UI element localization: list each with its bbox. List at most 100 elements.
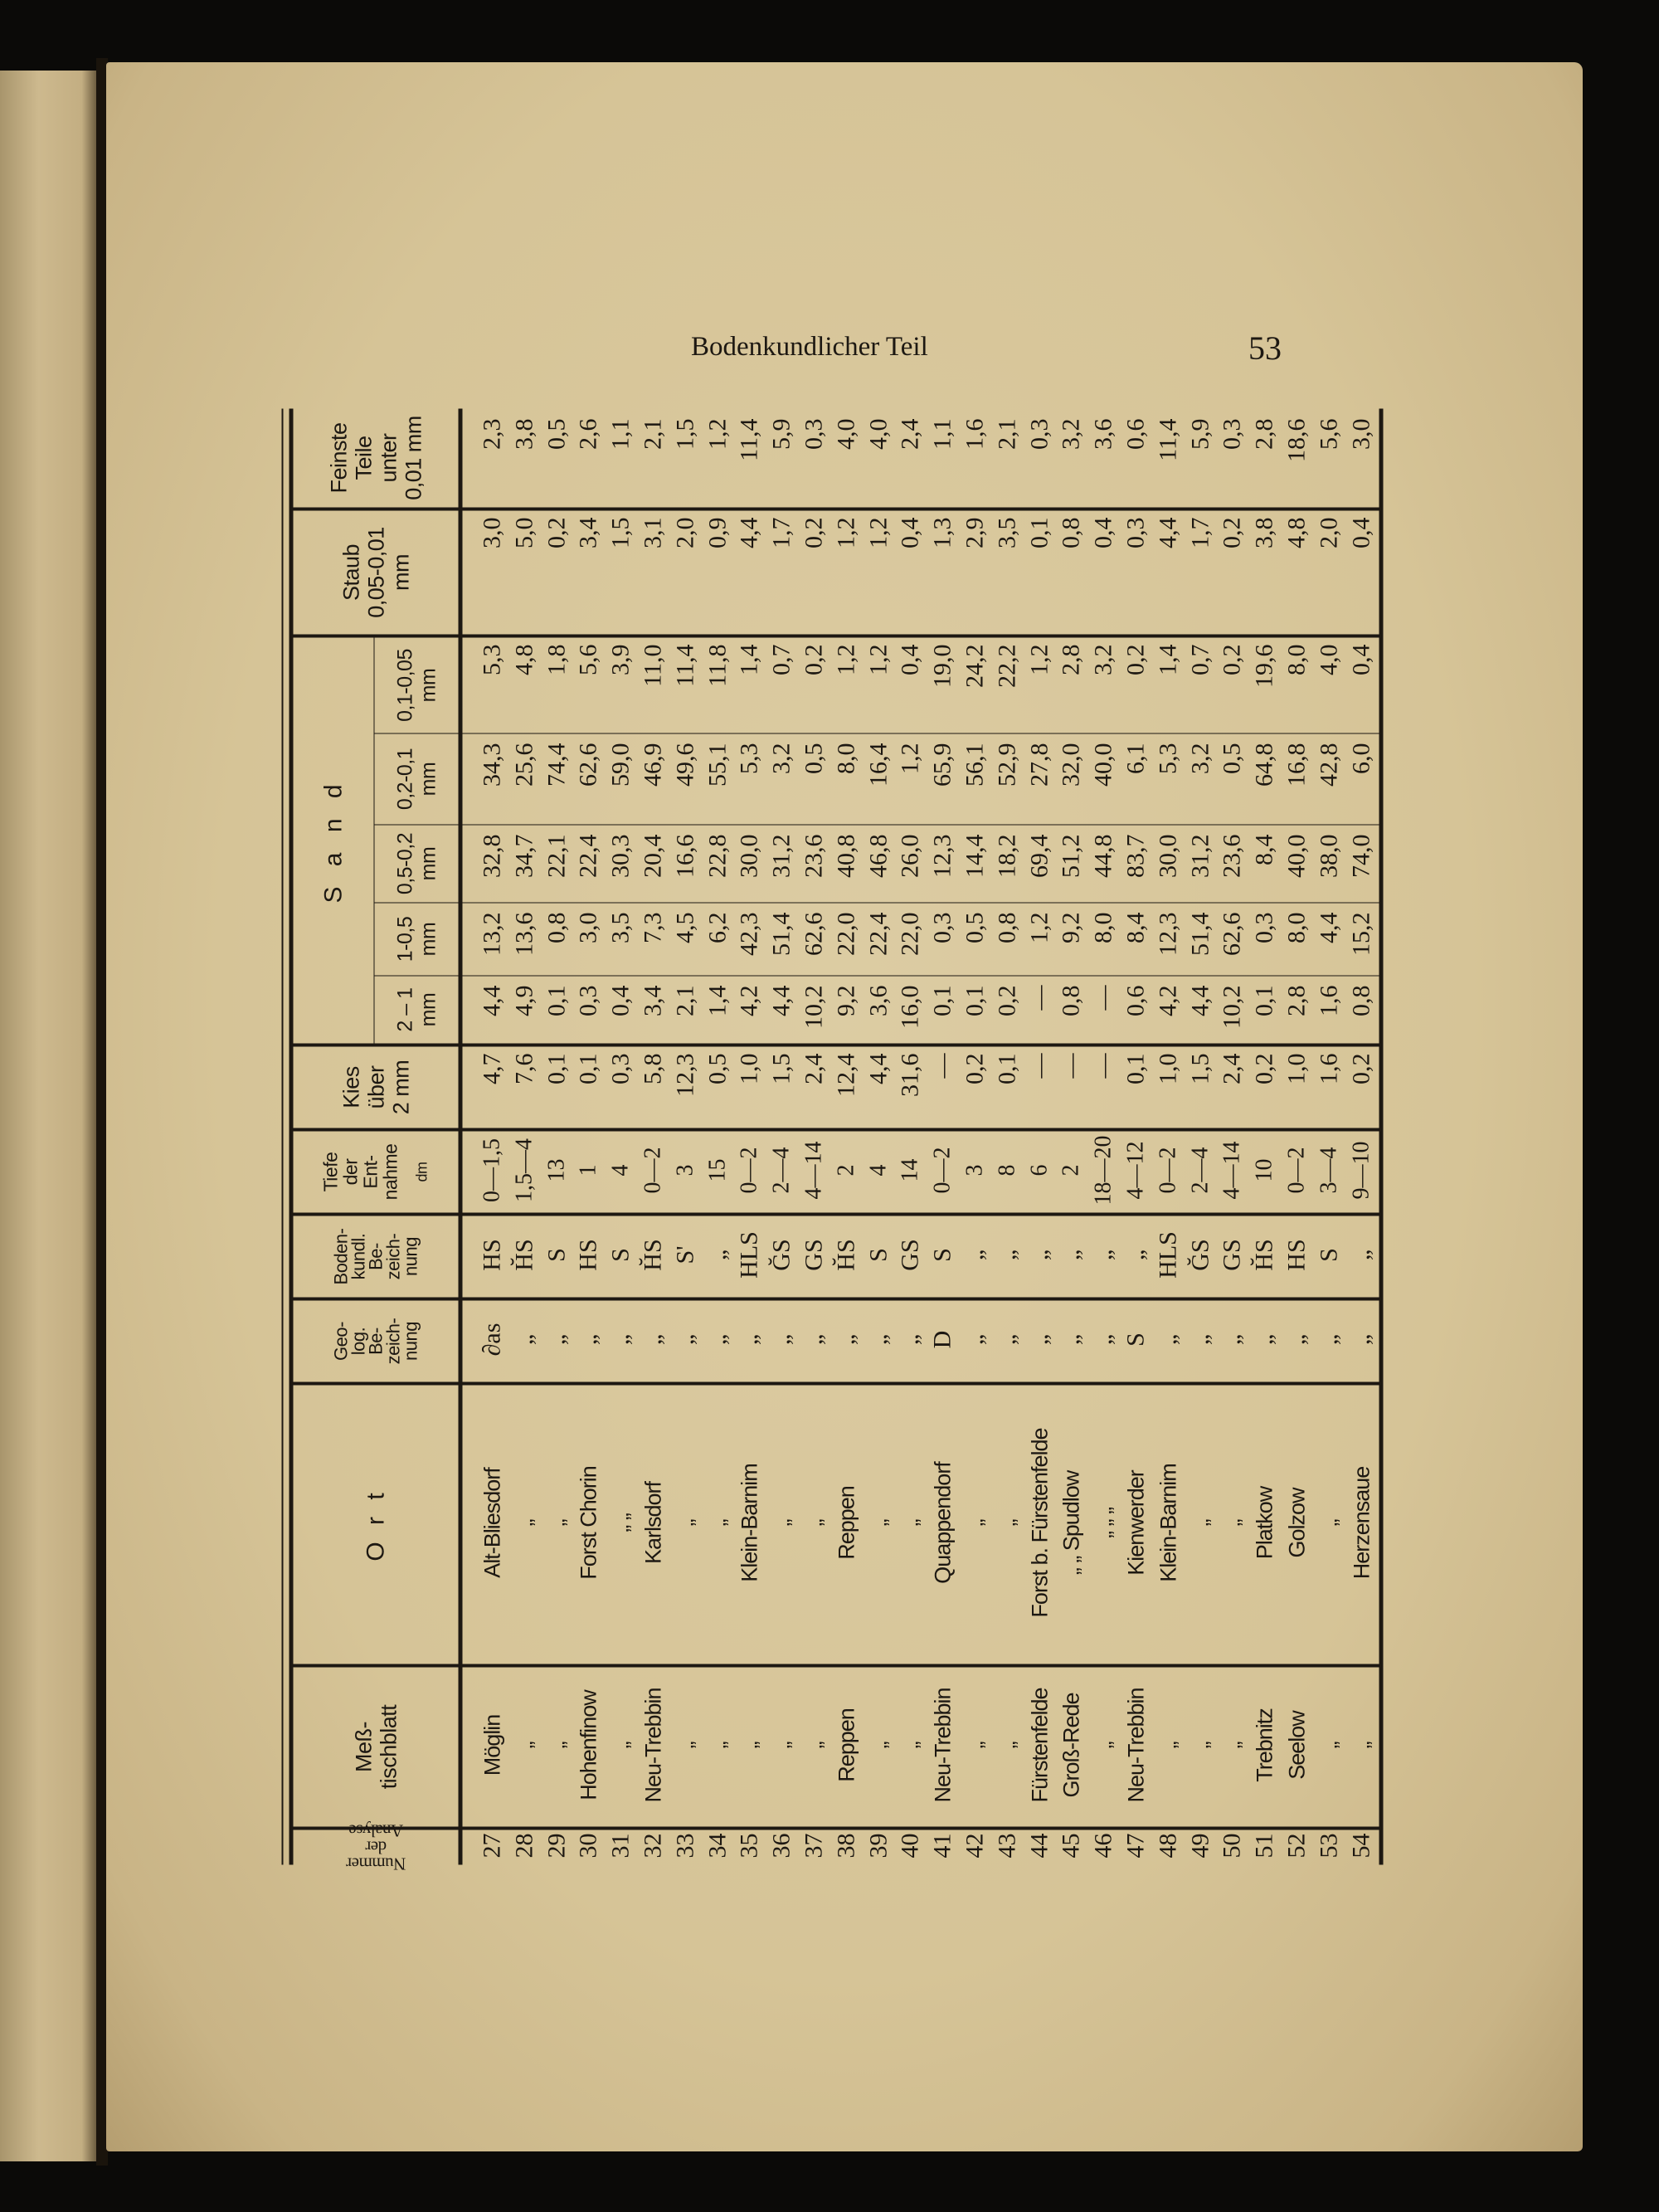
cell-kies: 2,4 xyxy=(800,1053,828,1085)
cell-bodenkundl-bezeichnung: S xyxy=(928,1248,956,1262)
cell-analysis-number: 33 xyxy=(671,1833,699,1859)
cell-kies: 12,3 xyxy=(671,1053,699,1098)
cell-feinste-teile: 1,6 xyxy=(961,418,989,451)
cell-kies: — xyxy=(928,1053,956,1079)
table-row: 35 „ Klein-Barnim „ HLS 0—2 1,0 4,2 42,3 30,0 5,3 1… xyxy=(734,409,766,1865)
cell-messtischblatt: Fürstenfelde xyxy=(1027,1688,1053,1803)
cell-sand-01-005: 1,4 xyxy=(735,644,763,676)
table-row: 31 „ „ „ „ S 4 0,3 0,4 3,5 30,3 59,0 3,9 1,5 1,1 xyxy=(606,409,638,1865)
cell-entnahme-tiefe: 2 xyxy=(833,1164,859,1177)
cell-sand-01-005: 4,0 xyxy=(1315,644,1343,676)
cell-entnahme-tiefe: 0—2 xyxy=(1283,1147,1310,1194)
cell-entnahme-tiefe: 1 xyxy=(575,1164,601,1177)
cell-analysis-number: 49 xyxy=(1186,1833,1214,1859)
cell-sand-1-05: 9,2 xyxy=(1057,912,1085,944)
cell-feinste-teile: 11,4 xyxy=(735,418,763,461)
cell-sand-2-1: 2,1 xyxy=(671,985,699,1017)
cell-sand-01-005: 0,2 xyxy=(800,644,828,676)
cell-bodenkundl-bezeichnung: S xyxy=(606,1248,635,1262)
cell-sand-02-01: 52,9 xyxy=(993,743,1021,787)
cell-bodenkundl-bezeichnung: „ xyxy=(1025,1249,1053,1261)
cell-analysis-number: 46 xyxy=(1089,1833,1117,1859)
cell-sand-05-02: 30,3 xyxy=(606,834,635,879)
cell-sand-01-005: 0,4 xyxy=(896,644,924,676)
cell-staub: 0,2 xyxy=(800,517,828,549)
soil-analysis-table: Nummer der Analyse Meß- tischblatt O r t… xyxy=(281,408,1384,1874)
cell-sand-1-05: 1,2 xyxy=(1025,912,1053,944)
cell-bodenkundl-bezeichnung: GS xyxy=(896,1239,924,1271)
header-kies: Kies über 2 mm xyxy=(293,1043,459,1128)
cell-staub: 0,4 xyxy=(1347,517,1375,549)
cell-bodenkundl-bezeichnung: HS xyxy=(478,1239,506,1271)
table-row: 47 Neu-Trebbin Kienwerder S „ 4—12 0,1 0,6 8,4 83… xyxy=(1120,409,1152,1865)
cell-sand-01-005: 0,4 xyxy=(1347,644,1375,676)
cell-entnahme-tiefe: 6 xyxy=(1026,1164,1053,1177)
cell-sand-02-01: 5,3 xyxy=(735,743,763,775)
left-page-edge xyxy=(0,71,96,2161)
cell-staub: 1,2 xyxy=(832,517,860,549)
cell-sand-05-02: 20,4 xyxy=(639,834,667,879)
cell-sand-1-05: 62,6 xyxy=(1218,912,1246,957)
cell-analysis-number: 45 xyxy=(1057,1833,1085,1859)
cell-messtischblatt: „ xyxy=(673,1742,698,1749)
page-number: 53 xyxy=(1248,329,1282,367)
cell-staub: 3,5 xyxy=(993,517,1021,549)
cell-analysis-number: 30 xyxy=(574,1833,602,1859)
header-sand-2-1: 2 – 1 mm xyxy=(374,975,459,1044)
cell-geolog-bezeichnung: „ xyxy=(735,1333,763,1346)
cell-ort: „ xyxy=(866,1519,892,1527)
cell-bodenkundl-bezeichnung: S xyxy=(542,1248,571,1262)
cell-analysis-number: 27 xyxy=(478,1833,506,1859)
cell-staub: 4,4 xyxy=(735,517,763,549)
cell-messtischblatt: „ xyxy=(769,1742,795,1749)
cell-sand-1-05: 15,2 xyxy=(1347,912,1375,957)
cell-kies: 1,0 xyxy=(1282,1053,1311,1085)
cell-kies: 0,1 xyxy=(993,1053,1021,1085)
cell-sand-02-01: 62,6 xyxy=(574,743,602,787)
cell-sand-1-05: 0,8 xyxy=(993,912,1021,944)
cell-sand-05-02: 31,2 xyxy=(767,834,795,879)
cell-messtischblatt: „ xyxy=(1349,1742,1374,1749)
cell-entnahme-tiefe: 3—4 xyxy=(1316,1147,1342,1194)
cell-sand-02-01: 34,3 xyxy=(478,743,506,787)
cell-sand-2-1: 0,1 xyxy=(928,985,956,1017)
cell-feinste-teile: 1,2 xyxy=(703,418,732,451)
cell-entnahme-tiefe: 2 xyxy=(1058,1164,1084,1177)
table-row: 37 „ „ „ GS 4—14 2,4 10,2 62,6 23,6 0,5 0,2 0,2 0,3 xyxy=(798,409,830,1865)
cell-sand-02-01: 6,1 xyxy=(1121,743,1150,775)
cell-geolog-bezeichnung: „ xyxy=(832,1333,860,1346)
cell-analysis-number: 54 xyxy=(1347,1833,1375,1859)
cell-geolog-bezeichnung: „ xyxy=(1282,1333,1311,1346)
cell-sand-05-02: 23,6 xyxy=(1218,834,1246,879)
table-row: 40 „ „ „ GS 14 31,6 16,0 22,0 26,0 1,2 0,4 0,4 2,4 xyxy=(895,409,927,1865)
cell-sand-1-05: 0,8 xyxy=(542,912,571,944)
cell-ort: Platkow xyxy=(1252,1486,1277,1560)
cell-sand-1-05: 13,6 xyxy=(510,912,538,957)
cell-sand-01-005: 2,8 xyxy=(1057,644,1085,676)
cell-sand-02-01: 56,1 xyxy=(961,743,989,787)
cell-sand-05-02: 22,1 xyxy=(542,834,571,879)
cell-geolog-bezeichnung: „ xyxy=(542,1333,571,1346)
cell-analysis-number: 43 xyxy=(993,1833,1021,1859)
cell-ort: „ xyxy=(769,1519,795,1527)
cell-staub: 1,2 xyxy=(864,517,893,549)
cell-ort: Forst Chorin xyxy=(576,1466,601,1580)
cell-geolog-bezeichnung: „ xyxy=(767,1333,795,1346)
cell-sand-02-01: 42,8 xyxy=(1315,743,1343,787)
cell-geolog-bezeichnung: „ xyxy=(1154,1333,1182,1346)
cell-kies: 0,5 xyxy=(703,1053,732,1085)
running-head: Bodenkundlicher Teil xyxy=(691,332,928,362)
cell-sand-05-02: 40,8 xyxy=(832,834,860,879)
cell-messtischblatt: „ xyxy=(705,1742,731,1749)
cell-sand-1-05: 6,2 xyxy=(703,912,732,944)
cell-sand-2-1: 4,2 xyxy=(1154,985,1182,1017)
cell-entnahme-tiefe: 10 xyxy=(1251,1158,1277,1182)
cell-kies: 0,1 xyxy=(542,1053,571,1085)
cell-messtischblatt: Neu-Trebbin xyxy=(640,1688,666,1803)
header-boden: Boden- kundl. Be- zeich- nung xyxy=(293,1212,459,1298)
cell-messtischblatt: „ xyxy=(801,1742,827,1749)
cell-sand-05-02: 30,0 xyxy=(735,834,763,879)
cell-analysis-number: 40 xyxy=(896,1833,924,1859)
table-row: 39 „ „ „ S 4 4,4 3,6 22,4 46,8 16,4 1,2 1,2 4,0 xyxy=(863,409,895,1865)
cell-ort: Forst b. Fürstenfelde xyxy=(1027,1428,1053,1618)
